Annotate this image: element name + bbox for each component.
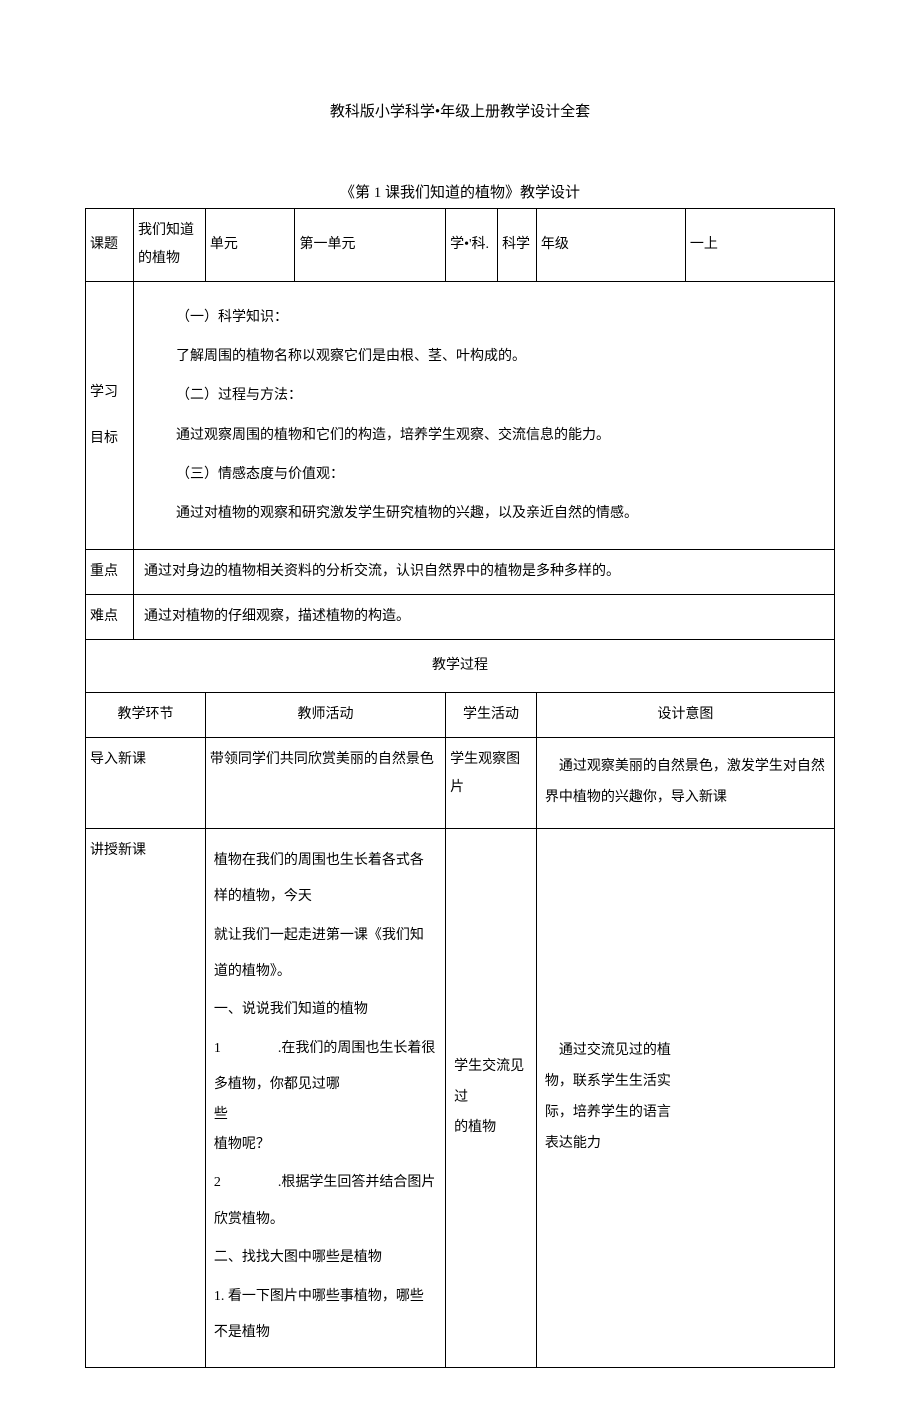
teacher-line: 一、说说我们知道的植物 bbox=[214, 992, 437, 1028]
intent-line: 通过交流见过的植 bbox=[545, 1036, 826, 1067]
intent-cell-intro: 通过观察美丽的自然景色，激发学生对自然界中植物的兴趣你，导入新课 bbox=[536, 738, 834, 829]
col-phase: 教学环节 bbox=[86, 693, 206, 738]
keypoint-row: 重点 通过对身边的植物相关资料的分析交流，认识自然界中的植物是多种多样的。 bbox=[86, 550, 835, 595]
teacher-line: 些 bbox=[214, 1105, 437, 1125]
lesson-subtitle: 《第 1 课我们知道的植物》教学设计 bbox=[85, 181, 835, 202]
goals-sec2-title: （二）过程与方法： bbox=[148, 376, 820, 415]
goals-row: 学习 目标 （一）科学知识： 了解周围的植物名称以观察它们是由根、茎、叶构成的。… bbox=[86, 282, 835, 550]
teacher-cell-intro: 带领同学们共同欣赏美丽的自然景色 bbox=[205, 738, 445, 829]
teacher-line: 就让我们一起走进第一课《我们知道的植物》。 bbox=[214, 918, 437, 991]
phase-cell-teach: 讲授新课 bbox=[86, 828, 206, 1368]
process-title-row: 教学过程 bbox=[86, 640, 835, 693]
header-row: 课题 我们知道的植物 单元 第一单元 学•'科. 科学 年级 一上 bbox=[86, 209, 835, 282]
student-cell-teach: 学生交流见过 的植物 bbox=[446, 828, 537, 1368]
lesson-plan-table: 课题 我们知道的植物 单元 第一单元 学•'科. 科学 年级 一上 学习 目标 … bbox=[85, 208, 835, 1368]
student-cell-intro: 学生观察图片 bbox=[446, 738, 537, 829]
unit-value: 第一单元 bbox=[295, 209, 446, 282]
teacher-line: 2 .根据学生回答并结合图片欣赏植物。 bbox=[214, 1165, 437, 1238]
list-num: 1 bbox=[214, 1041, 221, 1056]
table-row: 导入新课 带领同学们共同欣赏美丽的自然景色 学生观察图片 通过观察美丽的自然景色… bbox=[86, 738, 835, 829]
goals-sec3-title: （三）情感态度与价值观： bbox=[148, 455, 820, 494]
process-header-row: 教学环节 教师活动 学生活动 设计意图 bbox=[86, 693, 835, 738]
difficulty-row: 难点 通过对植物的仔细观察，描述植物的构造。 bbox=[86, 595, 835, 640]
topic-label: 课题 bbox=[86, 209, 134, 282]
process-title: 教学过程 bbox=[86, 640, 835, 693]
goals-sec1-title: （一）科学知识： bbox=[148, 298, 820, 337]
unit-label: 单元 bbox=[205, 209, 295, 282]
grade-value: 一上 bbox=[685, 209, 834, 282]
list-text: .在我们的周围也生长着很多植物，你都见过哪 bbox=[214, 1041, 436, 1092]
difficulty-label: 难点 bbox=[86, 595, 134, 640]
teacher-line: 二、找找大图中哪些是植物 bbox=[214, 1240, 437, 1276]
difficulty-value: 通过对植物的仔细观察，描述植物的构造。 bbox=[134, 595, 835, 640]
keypoint-value: 通过对身边的植物相关资料的分析交流，认识自然界中的植物是多种多样的。 bbox=[134, 550, 835, 595]
teacher-cell-teach: 植物在我们的周围也生长着各式各样的植物，今天 就让我们一起走进第一课《我们知道的… bbox=[205, 828, 445, 1368]
goals-content: （一）科学知识： 了解周围的植物名称以观察它们是由根、茎、叶构成的。 （二）过程… bbox=[134, 282, 835, 550]
goals-sec1-body: 了解周围的植物名称以观察它们是由根、茎、叶构成的。 bbox=[148, 337, 820, 376]
grade-label: 年级 bbox=[536, 209, 685, 282]
student-line: 学生交流见过 bbox=[454, 1052, 528, 1114]
col-intent: 设计意图 bbox=[536, 693, 834, 738]
teacher-line: 植物在我们的周围也生长着各式各样的植物，今天 bbox=[214, 843, 437, 916]
teacher-line: 1 .在我们的周围也生长着很多植物，你都见过哪 bbox=[214, 1031, 437, 1104]
phase-cell-intro: 导入新课 bbox=[86, 738, 206, 829]
intent-line: 表达能力 bbox=[545, 1129, 826, 1160]
subject-value: 科学 bbox=[498, 209, 537, 282]
intent-cell-teach: 通过交流见过的植 物，联系学生生活实 际，培养学生的语言 表达能力 bbox=[536, 828, 834, 1368]
goals-label-1: 学习 bbox=[90, 379, 129, 407]
subject-label: 学•'科. bbox=[446, 209, 498, 282]
goals-sec2-body: 通过观察周围的植物和它们的构造，培养学生观察、交流信息的能力。 bbox=[148, 416, 820, 455]
intent-line: 际，培养学生的语言 bbox=[545, 1098, 826, 1129]
goals-label: 学习 目标 bbox=[86, 282, 134, 550]
topic-value: 我们知道的植物 bbox=[134, 209, 206, 282]
teacher-line: 植物呢？ bbox=[214, 1127, 437, 1163]
goals-label-2: 目标 bbox=[90, 425, 129, 453]
student-line: 的植物 bbox=[454, 1113, 528, 1144]
list-text: .根据学生回答并结合图片欣赏植物。 bbox=[214, 1175, 436, 1226]
teacher-line: 1. 看一下图片中哪些事植物，哪些不是植物 bbox=[214, 1279, 437, 1352]
intent-text-intro: 通过观察美丽的自然景色，激发学生对自然界中植物的兴趣你，导入新课 bbox=[541, 746, 830, 820]
table-row: 讲授新课 植物在我们的周围也生长着各式各样的植物，今天 就让我们一起走进第一课《… bbox=[86, 828, 835, 1368]
document-title: 教科版小学科学•年级上册教学设计全套 bbox=[85, 100, 835, 121]
keypoint-label: 重点 bbox=[86, 550, 134, 595]
intent-line: 物，联系学生生活实 bbox=[545, 1067, 826, 1098]
goals-sec3-body: 通过对植物的观察和研究激发学生研究植物的兴趣，以及亲近自然的情感。 bbox=[148, 494, 820, 533]
col-teacher: 教师活动 bbox=[205, 693, 445, 738]
list-num: 2 bbox=[214, 1175, 221, 1190]
col-student: 学生活动 bbox=[446, 693, 537, 738]
